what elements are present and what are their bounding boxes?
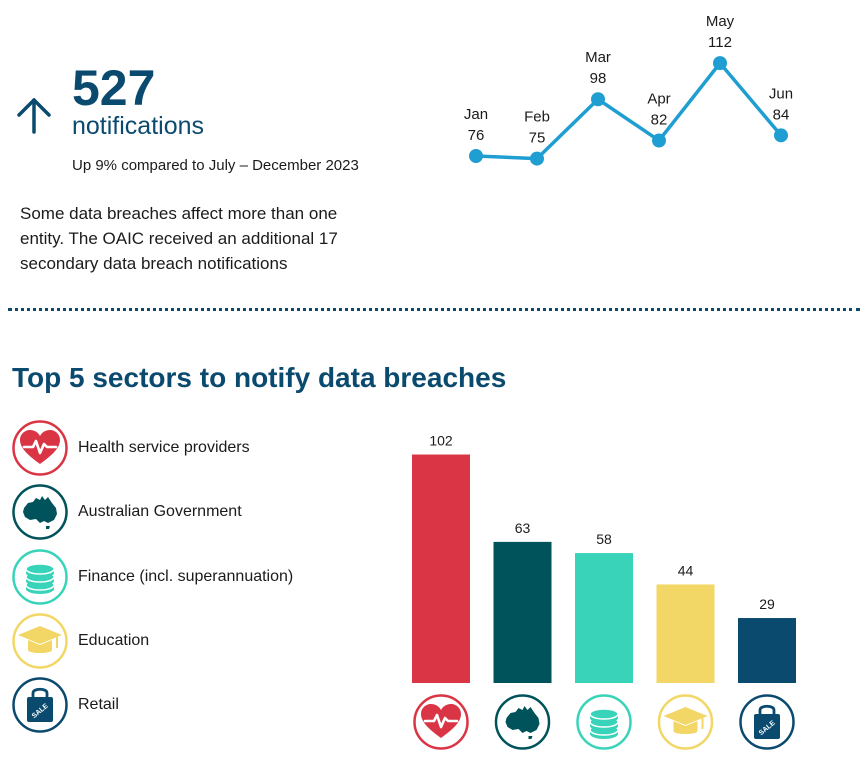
line-month-label: May [706, 13, 735, 30]
line-value-label: 98 [590, 70, 607, 87]
section-divider [8, 308, 860, 311]
line-series [475, 61, 783, 161]
shopping-bag-icon: SALE [12, 677, 68, 733]
up-arrow-icon [17, 98, 51, 134]
secondary-notifications-note: Some data breaches affect more than one … [20, 204, 338, 273]
bar-value-label: 102 [429, 433, 453, 449]
notification-count: 527 [72, 60, 156, 116]
bar-value-label: 63 [515, 520, 531, 536]
notification-count-label: notifications [72, 112, 205, 140]
legend-icon: SALE [12, 677, 68, 733]
line-point [652, 133, 666, 148]
legend-icon [12, 548, 68, 605]
bar [738, 618, 796, 683]
line-month-label: Jan [464, 106, 488, 123]
legend-icon [12, 420, 68, 476]
comparison-text: Up 9% compared to July – December 2023 [72, 157, 359, 174]
line-value-label: 75 [529, 130, 546, 147]
line-point [469, 149, 483, 163]
bar [656, 584, 715, 683]
shopping-bag-icon: SALE [739, 694, 795, 750]
legend-item: Finance (incl. superannuation) [12, 548, 352, 605]
bar [493, 541, 552, 683]
australia-map-icon [12, 484, 68, 541]
bar [412, 454, 470, 683]
bar-value-label: 29 [759, 596, 775, 612]
australia-map-icon [494, 694, 551, 750]
graduation-cap-icon [12, 613, 68, 669]
legend-icon [12, 613, 68, 669]
legend-label: Finance (incl. superannuation) [78, 567, 294, 585]
line-point [713, 56, 727, 71]
legend-label: Australian Government [78, 503, 242, 521]
heart-pulse-icon [12, 420, 68, 476]
line-value-label: 82 [651, 112, 668, 129]
legend-icon [12, 484, 68, 541]
legend-label: Health service providers [78, 439, 250, 456]
monthly-line-chart: 76 Jan 75 Feb 98 Mar 82 Apr 112 May 84 Jun [464, 13, 793, 166]
sector-bar-chart: 102 63 58 44 29 SALE [412, 433, 796, 750]
line-point [774, 128, 788, 143]
line-point [591, 92, 605, 107]
legend-label: Education [78, 631, 150, 649]
bar [575, 553, 633, 683]
line-value-label: 112 [708, 34, 732, 51]
line-value-label: 76 [468, 127, 485, 144]
line-month-label: Jun [769, 85, 793, 102]
heart-pulse-icon [413, 694, 469, 750]
line-month-label: Feb [524, 109, 550, 126]
sectors-title: Top 5 sectors to notify data breaches [12, 362, 507, 393]
line-value-label: 84 [773, 106, 790, 123]
graduation-cap-icon [657, 694, 714, 750]
line-month-label: Apr [647, 91, 670, 108]
line-month-label: Mar [585, 49, 611, 66]
legend-label: Retail [78, 696, 119, 714]
coins-icon [576, 694, 632, 750]
legend-item: Education [12, 613, 352, 669]
line-point [530, 151, 544, 166]
legend-item: SALE Retail [12, 677, 352, 733]
coins-icon [12, 548, 68, 605]
bar-value-label: 58 [596, 531, 612, 547]
legend-item: Australian Government [12, 484, 352, 541]
legend-item: Health service providers [12, 420, 352, 476]
bar-value-label: 44 [678, 562, 694, 578]
